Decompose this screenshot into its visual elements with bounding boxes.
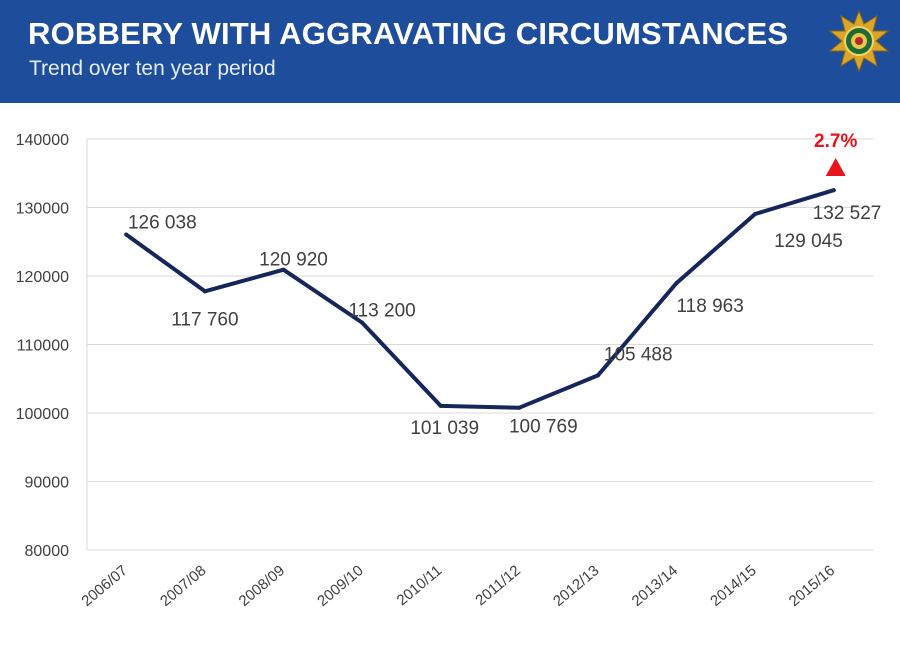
x-tick-label: 2012/13 — [550, 562, 602, 610]
data-label: 120 920 — [259, 250, 328, 271]
data-point — [753, 212, 758, 217]
data-point — [595, 373, 600, 378]
data-point — [124, 232, 129, 237]
growth-percentage-label: 2.7% — [814, 131, 857, 152]
y-tick-label: 80000 — [25, 543, 70, 560]
page-subtitle: Trend over ten year period — [29, 57, 276, 80]
y-tick-label: 130000 — [16, 201, 69, 218]
x-tick-label: 2007/08 — [157, 562, 209, 610]
data-label: 105 488 — [604, 344, 673, 365]
series-line — [124, 188, 836, 410]
data-point — [202, 289, 207, 294]
y-axis: 80000 90000 100000 110000 120000 130000 140000 — [16, 132, 69, 560]
y-tick-label: 90000 — [25, 475, 70, 492]
grid-lines — [86, 138, 873, 551]
data-label: 118 963 — [677, 296, 744, 317]
x-tick-label: 2009/10 — [314, 562, 366, 610]
page-title: ROBBERY WITH AGGRAVATING CIRCUMSTANCES — [28, 16, 789, 51]
x-axis: 2006/07 2007/08 2008/09 2009/10 2010/11 2011/… — [78, 562, 838, 610]
data-label: 117 760 — [171, 309, 238, 330]
data-point — [438, 403, 443, 408]
y-tick-label: 140000 — [16, 132, 69, 149]
growth-annotation: 2.7% — [814, 131, 857, 176]
data-label: 132 527 — [813, 203, 882, 224]
x-tick-label: 2015/16 — [786, 562, 838, 610]
data-point — [831, 188, 836, 193]
data-label: 100 769 — [509, 417, 578, 438]
police-star-badge-icon — [828, 10, 890, 72]
data-point — [674, 281, 679, 286]
header-banner: ROBBERY WITH AGGRAVATING CIRCUMSTANCES T… — [0, 0, 900, 103]
data-point — [360, 320, 365, 325]
x-tick-label: 2010/11 — [394, 562, 446, 609]
data-label: 129 045 — [774, 231, 843, 252]
x-tick-label: 2013/14 — [629, 562, 681, 610]
x-tick-label: 2006/07 — [78, 562, 130, 610]
line-chart: 80000 90000 100000 110000 120000 130000 140000… — [16, 131, 882, 610]
y-tick-label: 120000 — [16, 269, 69, 286]
data-point — [517, 405, 522, 410]
increase-arrow-icon — [825, 158, 846, 176]
data-label: 113 200 — [348, 301, 415, 322]
data-label: 101 039 — [410, 418, 479, 439]
data-labels: 126 038 117 760 120 920 113 200 101 039 100 7… — [128, 203, 881, 439]
y-tick-label: 110000 — [17, 338, 69, 355]
data-series — [124, 188, 836, 410]
data-label: 126 038 — [128, 213, 197, 234]
data-point — [281, 267, 286, 272]
x-tick-label: 2014/15 — [707, 562, 759, 610]
x-tick-label: 2008/09 — [236, 562, 288, 610]
x-tick-label: 2011/12 — [472, 562, 524, 609]
y-tick-label: 100000 — [16, 406, 69, 423]
